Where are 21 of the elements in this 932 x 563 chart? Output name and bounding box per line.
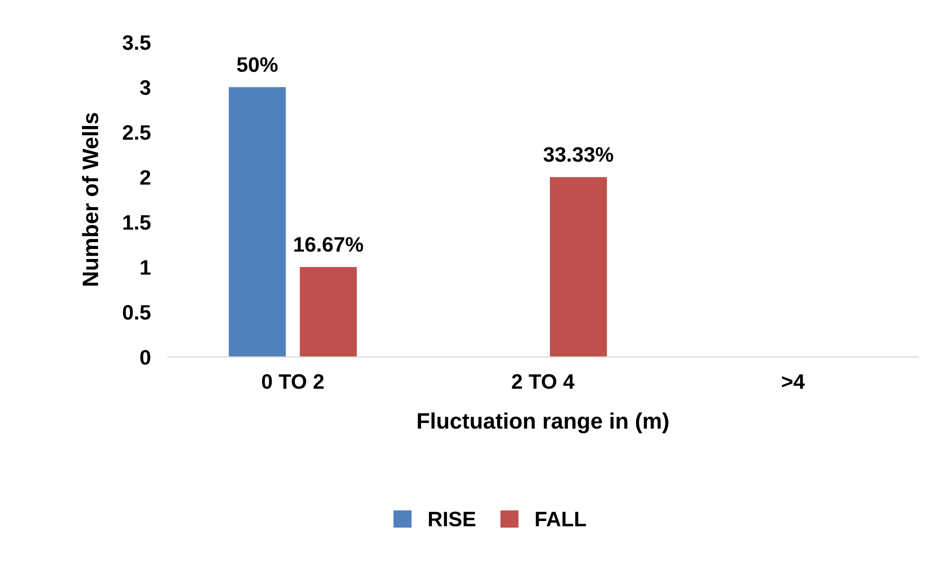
y-tick-label: 2.5: [122, 125, 151, 140]
bar: [550, 177, 607, 357]
x-axis-title: Fluctuation range in (m): [418, 412, 668, 434]
y-tick-label: 2: [140, 170, 150, 185]
y-tick-label: 1.5: [123, 215, 151, 230]
legend-label: RISE: [428, 512, 476, 526]
y-tick-label: 3.5: [122, 35, 151, 50]
x-tick-label: 0 TO 2: [262, 374, 324, 389]
x-tick-label: 2 TO 4: [512, 374, 574, 389]
y-tick-label: 1: [140, 260, 151, 275]
y-tick-label: 3: [140, 80, 150, 95]
bar: [228, 87, 286, 357]
x-tick-label: >4: [782, 374, 805, 389]
y-tick-label: 0.5: [122, 304, 151, 320]
bar: [300, 267, 357, 357]
annotation: 33.33%: [544, 147, 614, 162]
annotation: 16.67%: [294, 237, 364, 252]
annotation: 50%: [237, 57, 278, 72]
y-axis-title: Number of Wells: [82, 113, 98, 286]
legend-label: FALL: [536, 512, 586, 526]
y-tick-label: 0: [140, 350, 150, 365]
